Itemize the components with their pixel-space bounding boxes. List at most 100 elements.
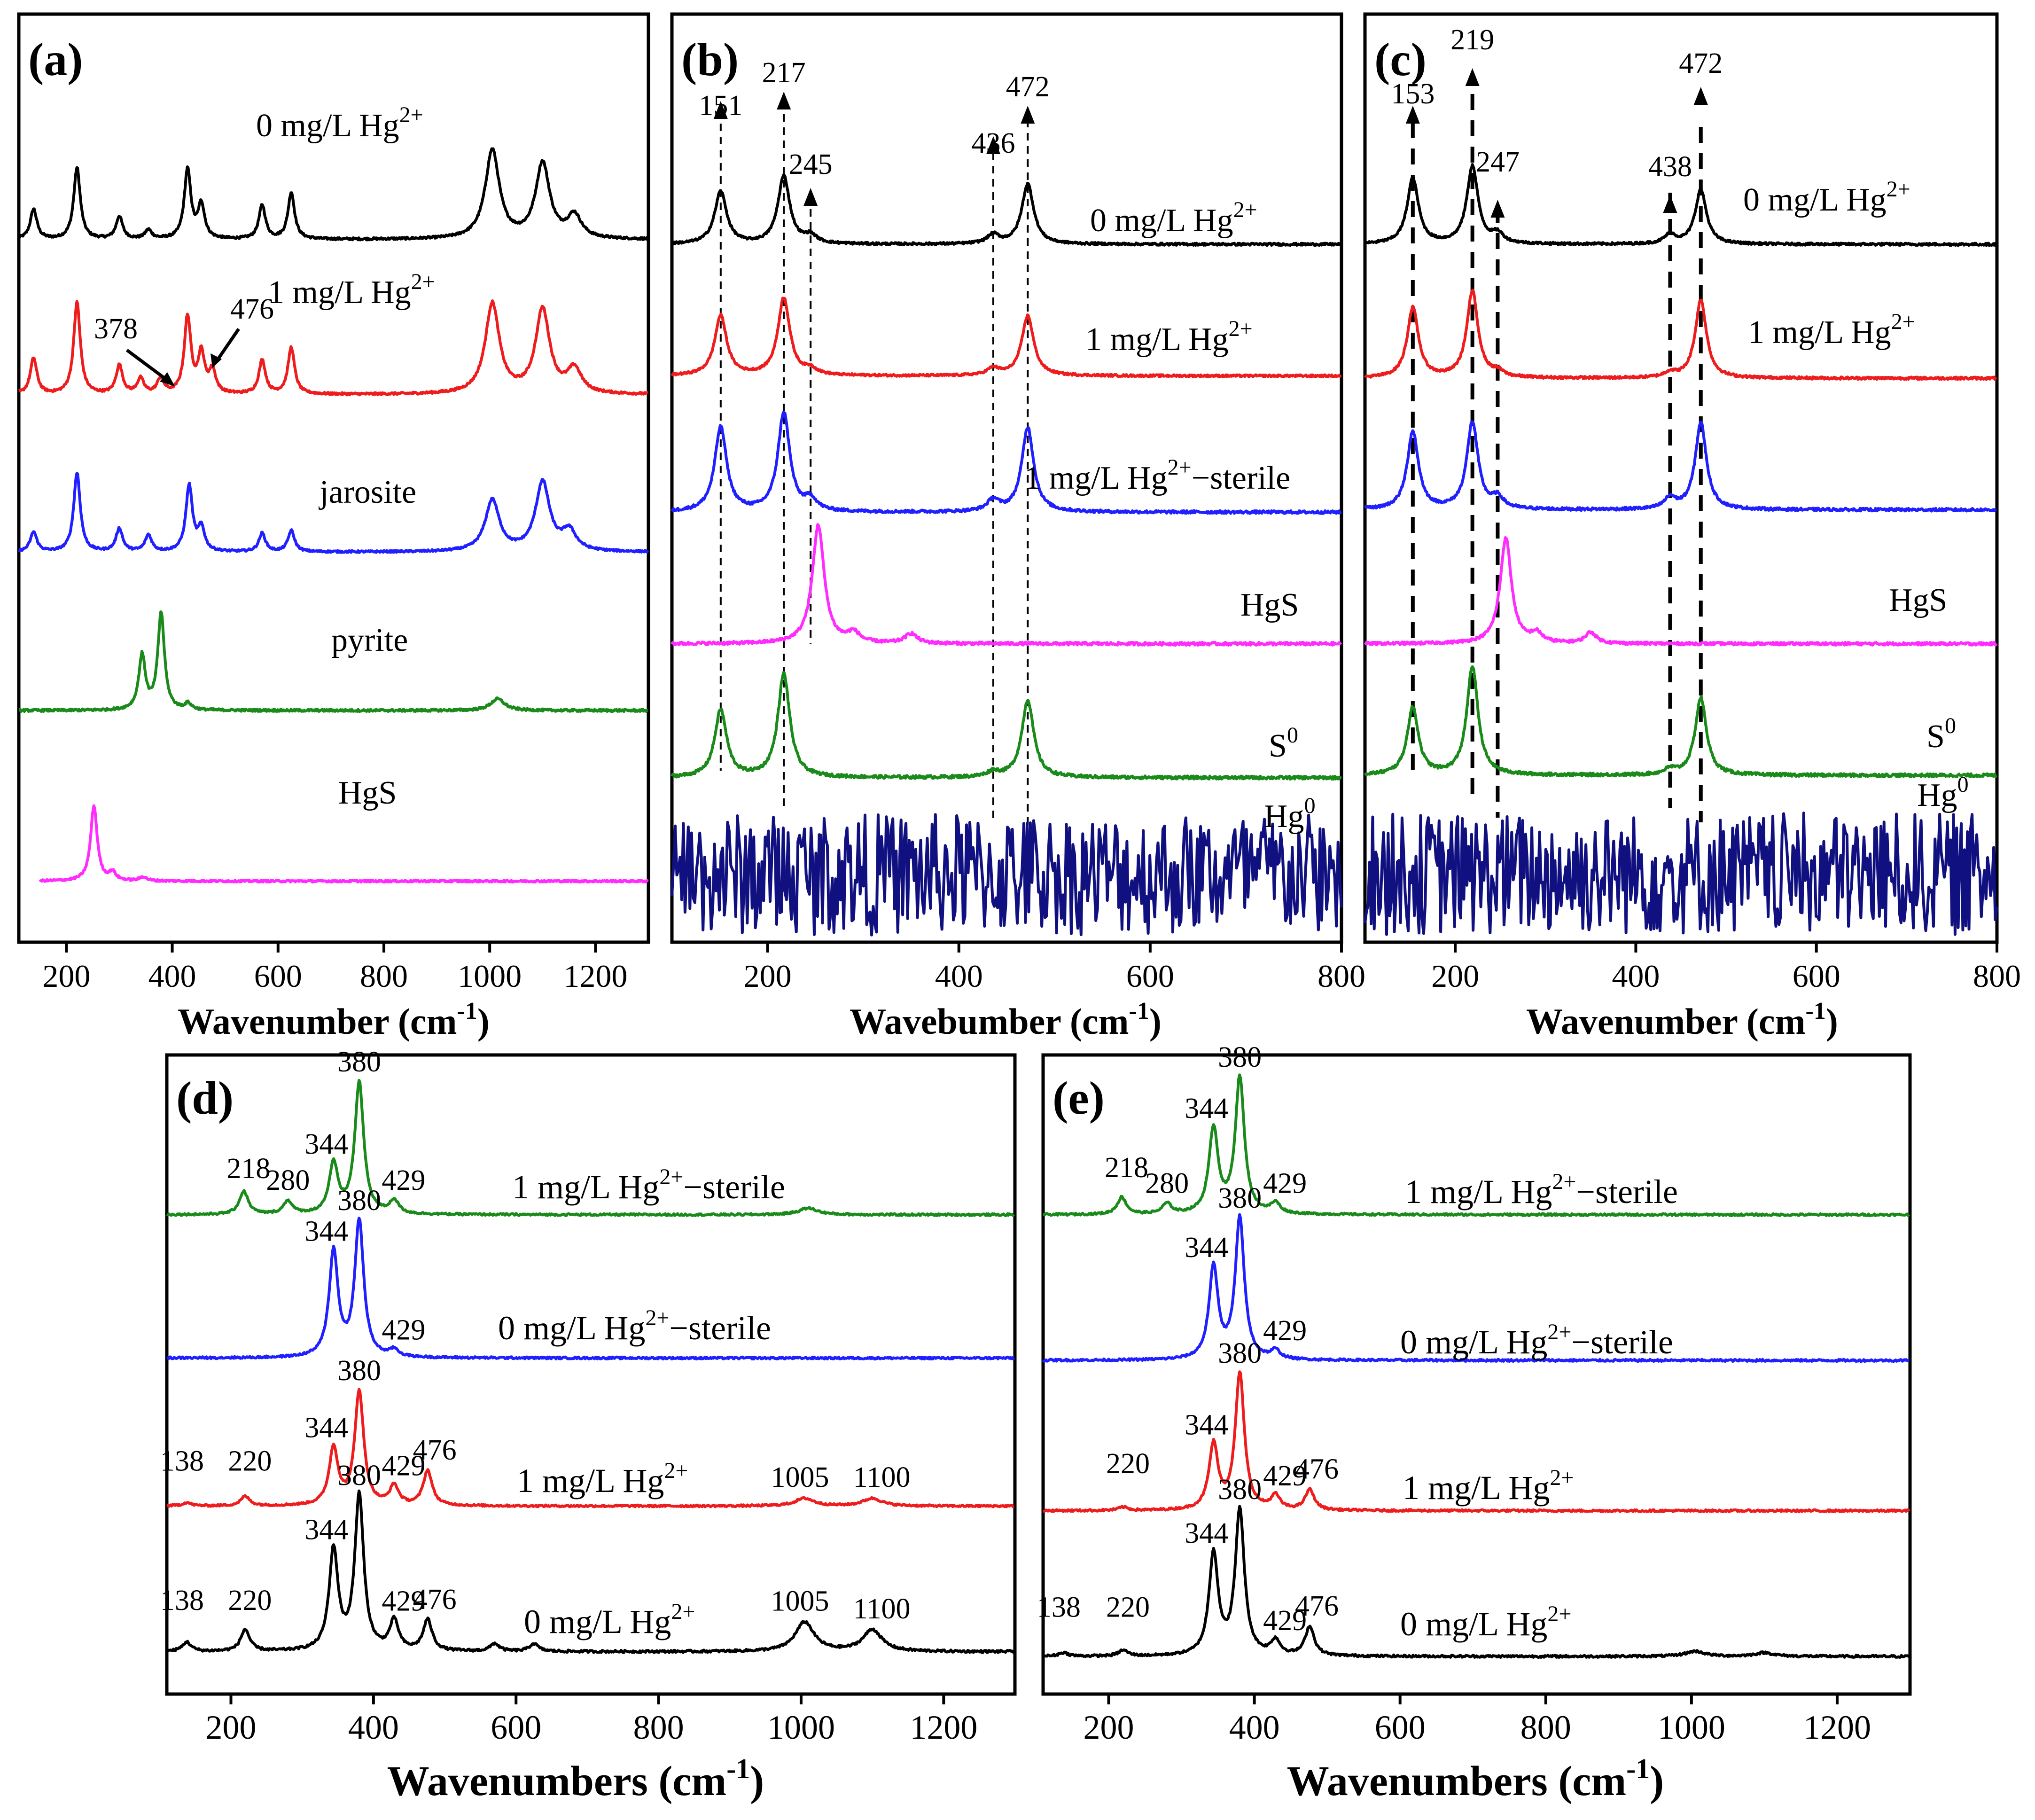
annotation-378: 378 — [94, 313, 138, 345]
trace-label-0mgL: 0 mg/L Hg2+ — [1743, 177, 1910, 218]
trace-label-pyrite: pyrite — [331, 622, 408, 658]
peak-label: 138 — [160, 1585, 204, 1617]
spectrum-1-mg-l-hg2-sterile — [1364, 420, 1997, 513]
spectra — [1364, 163, 1998, 936]
peak-label: 380 — [337, 1046, 381, 1078]
panel-b: (b) 0 mg/L Hg2+ 1 mg/L Hg2+ 1 mg/L Hg2+−… — [670, 12, 1365, 1042]
x-tick-label: 200 — [206, 1709, 257, 1746]
x-tick-label: 600 — [1375, 1709, 1426, 1746]
trace-label-hgs: HgS — [1889, 582, 1947, 618]
peak-labels: 153 219 247 438 472 — [1391, 24, 1723, 218]
trace-label-0mgL: 0 mg/L Hg2+ — [1090, 197, 1257, 239]
spectra — [166, 1079, 1015, 1654]
spectrum-1-mg-l-hg2- — [1364, 289, 1997, 381]
peak-label: 220 — [1106, 1448, 1150, 1480]
x-axis-label: Wavenumbers (cm-1) — [1287, 1753, 1664, 1804]
spectrum-1-mg-l-hg2- — [18, 299, 649, 397]
x-tick-label: 1000 — [458, 958, 522, 994]
arrow-head-icon — [1405, 106, 1420, 124]
x-axis: 200 400 600 800 1000 1200 — [206, 1694, 977, 1746]
spectrum-0-mg-l-hg2- — [18, 147, 649, 242]
peak-label: 1005 — [771, 1585, 829, 1617]
panel-label: (b) — [681, 33, 739, 86]
arrow-head-icon — [803, 188, 818, 206]
trace-label-1mgL: 1 mg/L Hg2+ — [517, 1458, 688, 1500]
peak-label: 138 — [160, 1445, 204, 1477]
peak-label: 220 — [228, 1445, 272, 1477]
arrow-head-icon — [1465, 68, 1480, 86]
trace-label-hg0: Hg0 — [1917, 772, 1969, 813]
peak-label: 429 — [382, 1450, 425, 1482]
spectrum-0-mg-l-hg2- — [671, 173, 1342, 247]
peak-label: 380 — [337, 1185, 381, 1217]
peak-label: 380 — [1218, 1041, 1262, 1073]
spectra — [1042, 1073, 1910, 1659]
trace-label-hgs: HgS — [338, 775, 397, 811]
peak-label: 429 — [382, 1585, 425, 1617]
panel-label: (c) — [1374, 33, 1427, 86]
spectrum-hgs — [1364, 536, 1998, 647]
arrow-head-icon — [713, 101, 728, 119]
arrow-head-icon — [986, 136, 1000, 154]
x-tick-label: 1000 — [767, 1709, 835, 1746]
x-tick-label: 600 — [1126, 958, 1174, 994]
spectrum-pyrite — [18, 610, 648, 713]
trace-label-hgs: HgS — [1240, 587, 1299, 623]
peak-label: 153 — [1391, 78, 1435, 110]
annotation-476: 476 — [230, 293, 274, 325]
spectrum-0-mg-l-hg2- — [1364, 163, 1997, 247]
peak-label: 429 — [1263, 1605, 1307, 1637]
peak-label: 1005 — [771, 1461, 829, 1493]
peak-label: 218 — [1105, 1152, 1148, 1184]
peak-label: 380 — [1218, 1474, 1262, 1506]
x-axis-label: Wavenumbers (cm-1) — [387, 1753, 764, 1804]
peak-label: 344 — [1185, 1093, 1228, 1125]
trace-label-s0: S0 — [1926, 713, 1956, 755]
x-tick-label: 1200 — [563, 958, 627, 994]
x-tick-label: 800 — [360, 958, 408, 994]
panel-label: (a) — [28, 33, 83, 86]
trace-label-0mgL: 0 mg/L Hg2+ — [524, 1599, 695, 1640]
x-tick-label: 400 — [148, 958, 196, 994]
peak-label: 429 — [382, 1314, 425, 1346]
spectrum-1-mg-l-hg2-sterile — [1043, 1073, 1910, 1218]
spectrum-1-mg-l-hg2-sterile — [166, 1079, 1015, 1217]
x-tick-label: 1000 — [1658, 1709, 1725, 1746]
spectrum-s0 — [1364, 665, 1997, 778]
peak-labels: 151217245436472 — [699, 57, 1050, 206]
peak-label: 220 — [228, 1585, 272, 1617]
trace-label-0mgL-sterile: 0 mg/L Hg2+−sterile — [1400, 1320, 1673, 1361]
x-axis: 200 400 600 800 1000 1200 — [42, 942, 627, 994]
peak-guide-lines — [719, 101, 1029, 832]
annotation-arrow-476 — [215, 328, 240, 363]
trace-label-0mgL: 0 mg/L Hg2+ — [256, 102, 423, 144]
x-axis-label: Wavenumber (cm-1) — [178, 998, 490, 1042]
x-tick-label: 200 — [42, 958, 90, 994]
peak-label: 138 — [1037, 1591, 1081, 1623]
spectrum-hgs — [671, 523, 1342, 647]
peak-label: 344 — [304, 1215, 348, 1247]
x-tick-label: 400 — [1612, 958, 1660, 994]
spectra — [18, 147, 649, 884]
spectrum-s0 — [671, 671, 1342, 781]
x-tick-label: 800 — [1318, 958, 1365, 994]
peak-label: 218 — [226, 1153, 270, 1185]
x-axis: 200 400 600 800 — [744, 942, 1365, 994]
peak-label: 219 — [1450, 24, 1494, 56]
arrow-head-icon — [160, 372, 175, 386]
spectrum-1-mg-l-hg2- — [166, 1388, 1014, 1508]
peak-label: 247 — [1476, 146, 1520, 178]
peak-label: 245 — [789, 148, 833, 180]
x-tick-label: 600 — [1793, 958, 1840, 994]
panel-a: (a) 0 mg/L Hg2+ 1 mg/L Hg2+ jarosite pyr… — [17, 12, 650, 1042]
trace-label-1mgL: 1 mg/L Hg2+ — [268, 269, 435, 311]
trace-label-s0: S0 — [1269, 723, 1298, 764]
arrow-head-icon — [777, 92, 791, 109]
plot-frame — [17, 12, 650, 944]
peak-label: 344 — [304, 1514, 348, 1546]
spectrum-hg0 — [671, 813, 1343, 937]
trace-label-1mgL-sterile: 1 mg/L Hg2+−sterile — [1024, 455, 1290, 496]
spectrum-0-mg-l-hg2- — [166, 1489, 1014, 1654]
